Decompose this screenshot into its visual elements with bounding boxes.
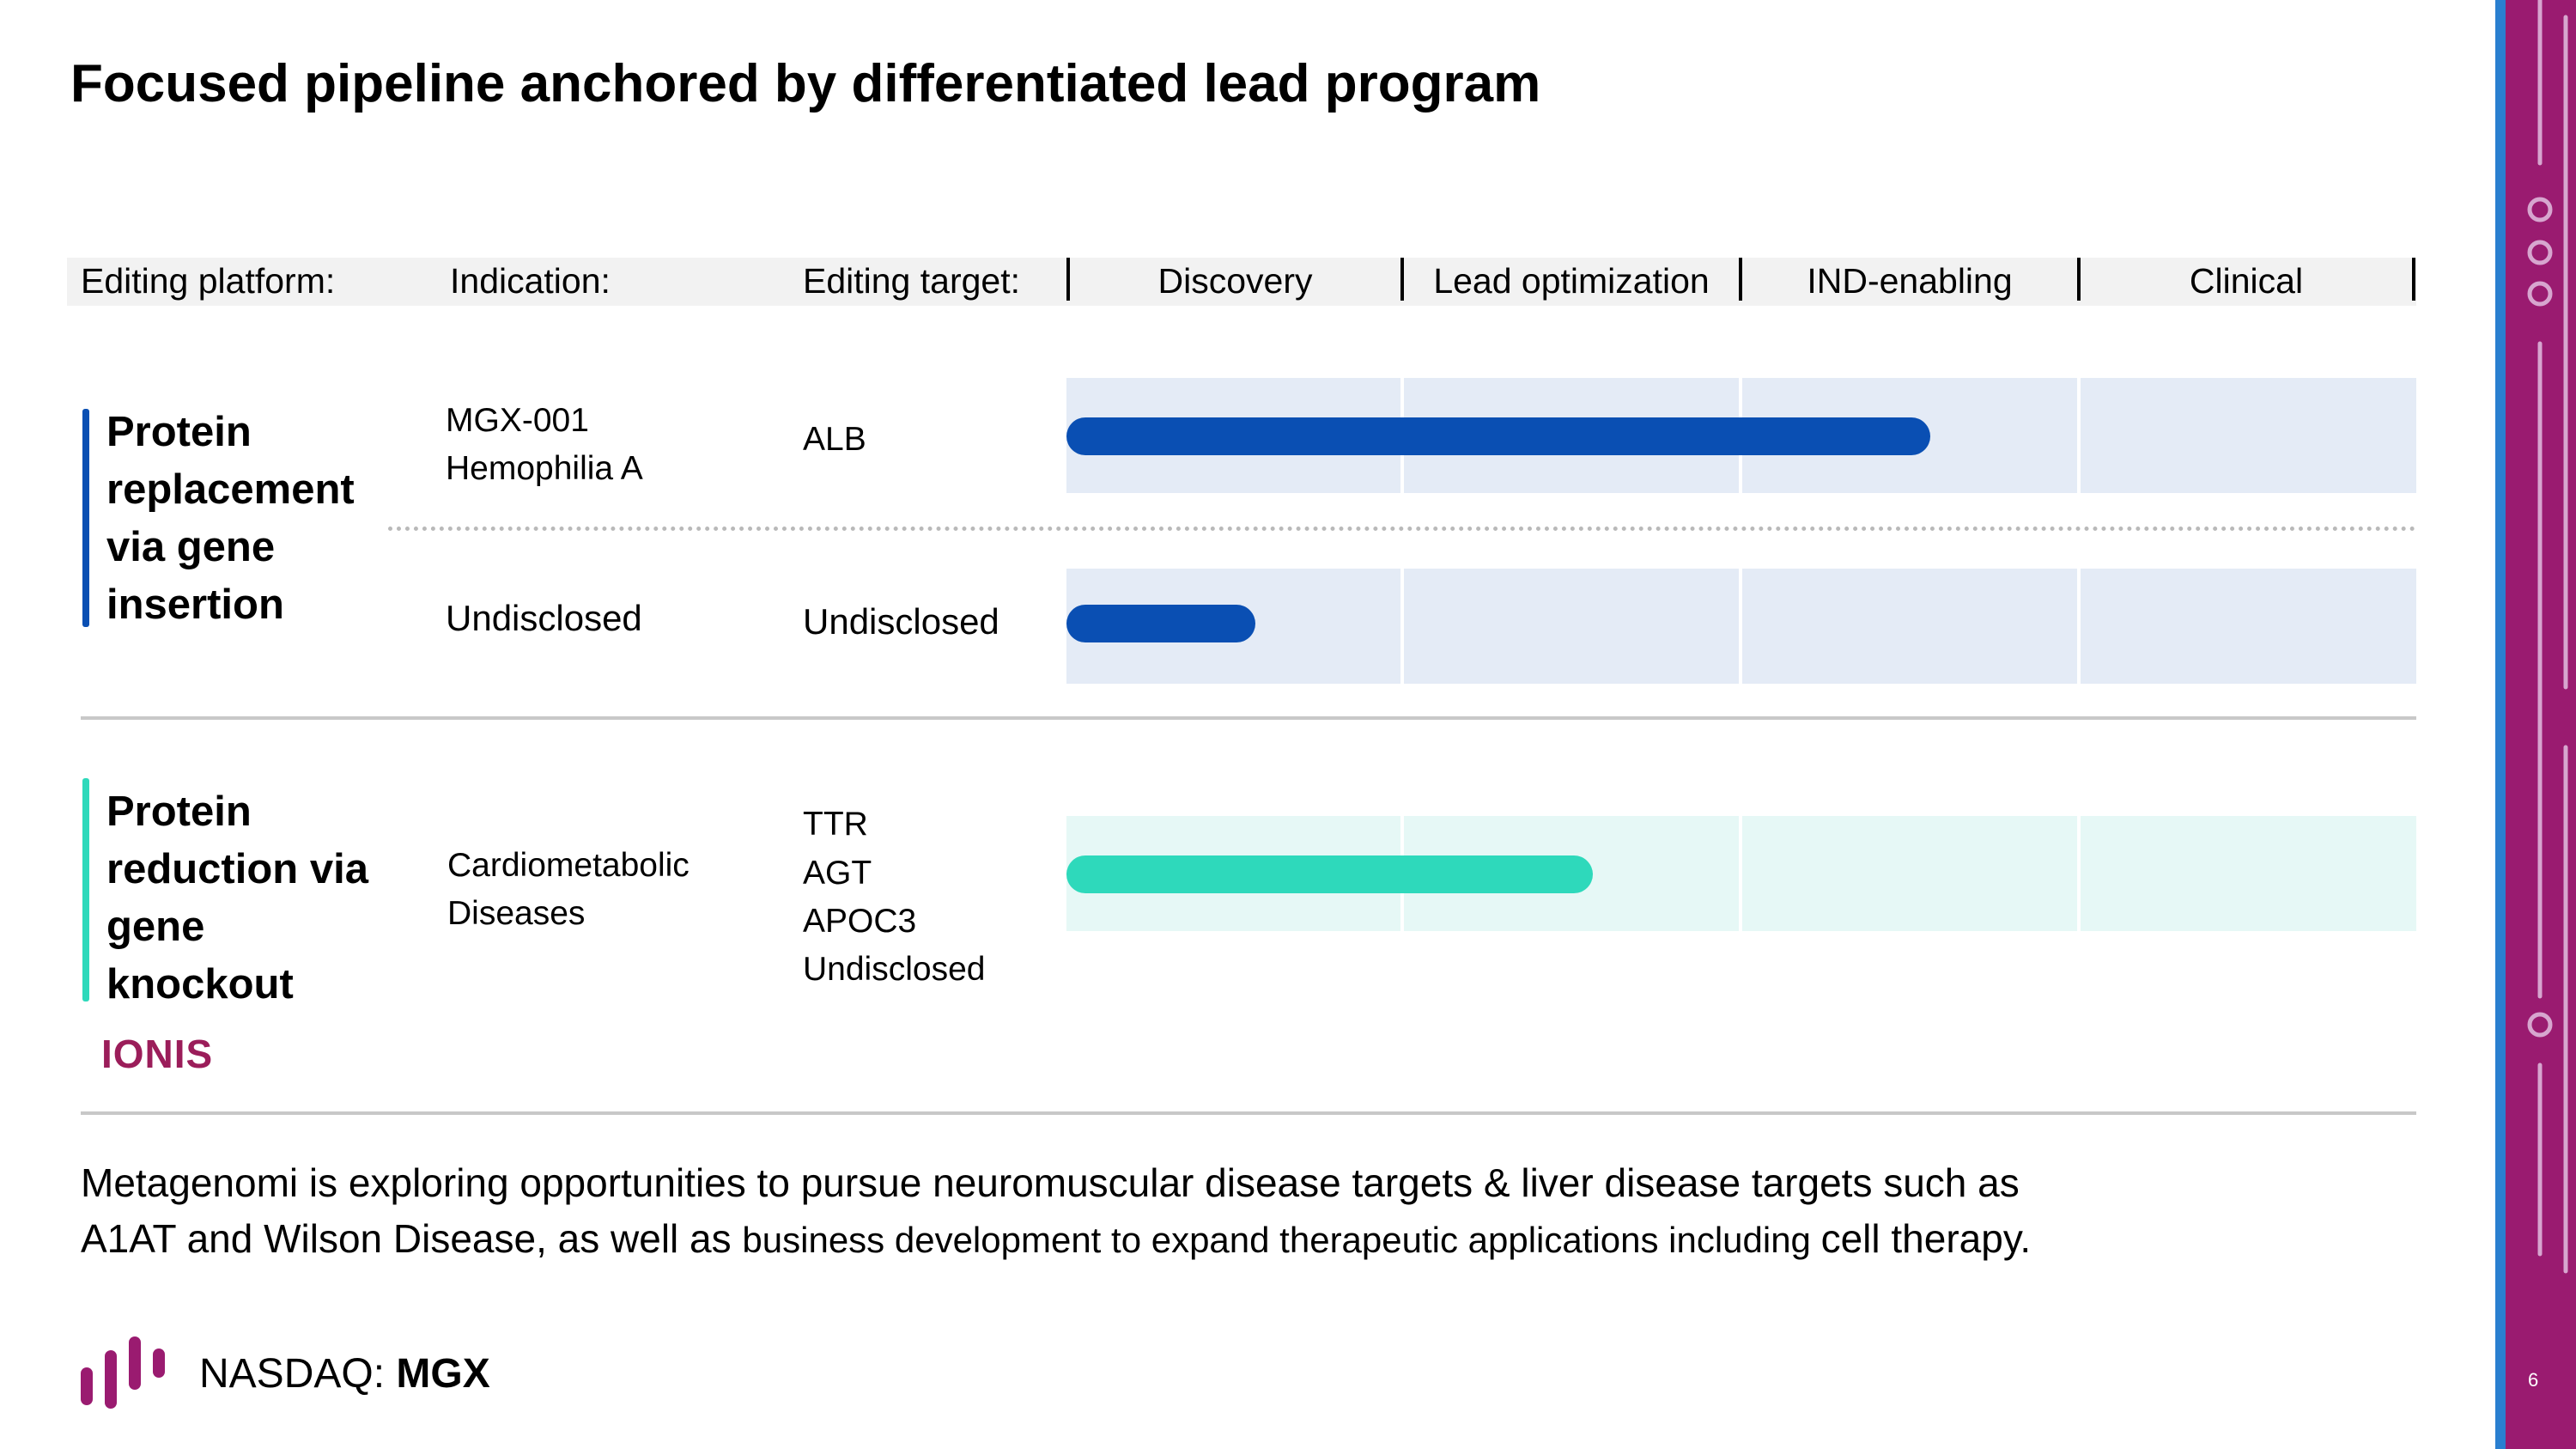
platform-accent-bar — [82, 409, 89, 627]
header-indication: Indication: — [450, 261, 611, 301]
editing-target: APOC3 — [803, 903, 917, 940]
stage-ind-enabling: IND-enabling — [1807, 261, 2013, 301]
indication-line: Hemophilia A — [446, 450, 643, 487]
platform-accent-bar — [82, 778, 89, 1002]
ticker-label: NASDAQ: MGX — [199, 1351, 490, 1397]
editing-target: ALB — [803, 421, 866, 458]
section-divider — [81, 716, 2416, 720]
program-separator — [388, 527, 2416, 531]
progress-bar-mgx-001 — [1066, 417, 1930, 455]
platform-protein-reduction: Protein reduction via gene knockout — [106, 788, 368, 1008]
header-divider — [2077, 258, 2081, 301]
stage-lane — [2081, 378, 2416, 493]
stage-lane — [2081, 816, 2416, 931]
circuit-pattern-icon — [2527, 0, 2568, 1274]
stage-lane — [2081, 569, 2416, 684]
editing-target: Undisclosed — [803, 601, 999, 642]
footer-note: Metagenomi is exploring opportunities to… — [81, 1155, 2227, 1268]
editing-target: Undisclosed — [803, 951, 986, 988]
header-divider — [1739, 258, 1742, 301]
stage-lane — [1404, 569, 1739, 684]
editing-target: TTR — [803, 806, 868, 843]
indication-line: Diseases — [447, 895, 586, 932]
stage-discovery: Discovery — [1157, 261, 1313, 301]
stage-clinical: Clinical — [2189, 261, 2304, 301]
metagenomi-logo-icon — [81, 1336, 165, 1409]
header-editing-platform: Editing platform: — [81, 261, 336, 301]
header-divider — [1066, 258, 1070, 301]
platform-protein-replacement: Protein replacement via gene insertion — [106, 409, 355, 628]
table-header-background — [67, 258, 2416, 306]
header-divider — [2412, 258, 2415, 301]
footer-line-2: A1AT and Wilson Disease, as well as busi… — [81, 1216, 2032, 1261]
brand-strip-accent — [2495, 0, 2506, 1449]
stage-lead-optimization: Lead optimization — [1433, 261, 1710, 301]
footer-line-1: Metagenomi is exploring opportunities to… — [81, 1160, 2020, 1205]
page-number: 6 — [2528, 1369, 2539, 1391]
ionis-logo: IONIS — [101, 1032, 214, 1076]
editing-target: AGT — [803, 855, 872, 892]
indication-line: MGX-001 — [446, 402, 589, 439]
page-title: Focused pipeline anchored by differentia… — [70, 54, 1541, 113]
indication-line: Cardiometabolic — [447, 847, 690, 884]
stage-lane — [1742, 816, 2077, 931]
header-editing-target: Editing target: — [803, 261, 1020, 301]
section-divider — [81, 1111, 2416, 1115]
progress-bar-cardiometabolic — [1066, 855, 1593, 893]
progress-bar-undisclosed — [1066, 605, 1255, 642]
stage-lane — [1742, 569, 2077, 684]
header-divider — [1400, 258, 1404, 301]
indication-line: Undisclosed — [446, 598, 642, 638]
